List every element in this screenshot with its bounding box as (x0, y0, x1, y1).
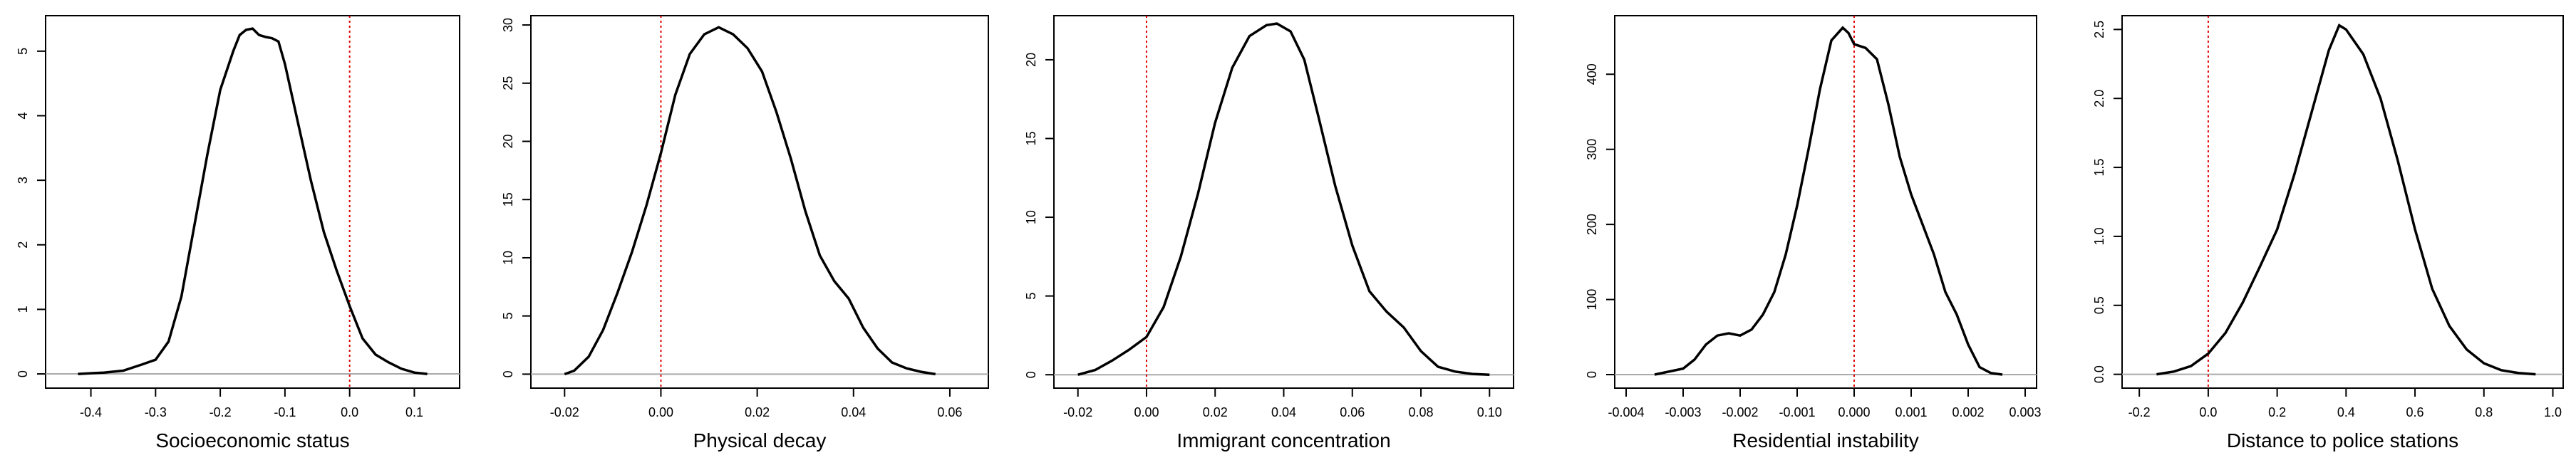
y-tick-label: 25 (501, 76, 515, 90)
plot-frame (1053, 15, 1514, 389)
y-tick-label: 15 (1024, 131, 1038, 145)
x-tick-label: -0.2 (2128, 405, 2151, 419)
y-tick-label: 3 (16, 177, 30, 184)
y-tick-label: 5 (16, 48, 30, 55)
x-tick-label: 0.06 (937, 405, 962, 419)
x-tick-label: 0.002 (1952, 405, 1984, 419)
y-tick-label: 4 (16, 112, 30, 119)
x-tick-label: -0.001 (1779, 405, 1815, 419)
x-tick-label: 0.02 (745, 405, 770, 419)
density-curve (1654, 26, 2003, 376)
y-tick-label: 5 (501, 313, 515, 320)
x-tick-label: 0.0 (2199, 405, 2217, 419)
density-panel-3: -0.02 0.00 0.02 0.04 0.06 0.08 0.10 0 5 10 15 20 Imm… (1024, 15, 1514, 451)
x-tick-label: 0.02 (1203, 405, 1228, 419)
x-tick-label: 0.003 (2009, 405, 2041, 419)
x-tick-label: -0.2 (210, 405, 232, 419)
y-tick-label: 5 (1024, 293, 1038, 300)
y-tick-label: 10 (501, 251, 515, 265)
y-tick-label: 1.5 (2092, 159, 2106, 177)
y-tick-label: 30 (501, 18, 515, 32)
plot-frame (45, 15, 460, 389)
y-tick-label: 1 (16, 306, 30, 313)
density-curve (564, 26, 936, 376)
density-panel-5: -0.2 0.0 0.2 0.4 0.6 0.8 1.0 0.0 0.5 1.0 1.5 2.0 2.5… (2092, 15, 2564, 451)
x-tick-label: 0.001 (1895, 405, 1927, 419)
plot-frame (2121, 15, 2564, 389)
density-curve (78, 27, 428, 375)
y-tick-label: 0 (501, 370, 515, 377)
y-tick-label: 400 (1585, 63, 1599, 85)
x-tick-label: 0.1 (405, 405, 423, 419)
y-tick-label: 2 (16, 241, 30, 249)
x-axis-label: Physical decay (693, 429, 827, 451)
plot-frame (1614, 15, 2037, 389)
x-tick-label: -0.4 (80, 405, 102, 419)
x-tick-label: 0.000 (1838, 405, 1870, 419)
x-tick-label: 0.00 (1134, 405, 1159, 419)
y-tick-label: 100 (1585, 289, 1599, 310)
x-tick-label: 0.2 (2268, 405, 2286, 419)
x-tick-label: 0.0 (341, 405, 358, 419)
y-tick-label: 0 (16, 370, 30, 377)
x-tick-label: -0.1 (274, 405, 296, 419)
density-curve (2156, 24, 2536, 376)
y-tick-label: 300 (1585, 139, 1599, 160)
density-panel-1: -0.4 -0.3 -0.2 -0.1 0.0 0.1 0 1 2 3 4 5 Socioeconomi… (16, 15, 460, 451)
y-tick-label: 0.5 (2092, 296, 2106, 314)
x-tick-label: -0.004 (1608, 405, 1644, 419)
x-axis-label: Immigrant concentration (1176, 429, 1390, 451)
x-tick-label: -0.02 (1063, 405, 1092, 419)
x-tick-label: 0.04 (841, 405, 866, 419)
y-tick-label: 1.0 (2092, 227, 2106, 245)
x-tick-label: 0.00 (648, 405, 673, 419)
x-axis-label: Residential instability (1732, 429, 1918, 451)
y-tick-label: 0 (1585, 371, 1599, 378)
x-tick-label: 0.06 (1340, 405, 1365, 419)
y-tick-label: 2.0 (2092, 90, 2106, 108)
y-tick-label: 20 (1024, 53, 1038, 67)
x-tick-label: 0.8 (2475, 405, 2493, 419)
y-tick-label: 200 (1585, 214, 1599, 235)
plot-frame (530, 15, 989, 389)
y-tick-label: 20 (501, 134, 515, 148)
x-axis-label: Socioeconomic status (155, 429, 349, 451)
x-tick-label: 0.04 (1271, 405, 1296, 419)
y-tick-label: 0.0 (2092, 365, 2106, 383)
y-tick-label: 2.5 (2092, 21, 2106, 38)
x-tick-label: -0.02 (550, 405, 579, 419)
density-panel-2: -0.02 0.00 0.02 0.04 0.06 0 5 10 15 20 25 30 Physica… (501, 15, 989, 451)
x-tick-label: 1.0 (2544, 405, 2562, 419)
x-tick-label: -0.3 (145, 405, 167, 419)
x-tick-label: -0.002 (1722, 405, 1758, 419)
x-tick-label: -0.003 (1665, 405, 1701, 419)
y-tick-label: 10 (1024, 210, 1038, 224)
x-tick-label: 0.08 (1409, 405, 1434, 419)
y-tick-label: 15 (501, 192, 515, 207)
x-tick-label: 0.4 (2337, 405, 2355, 419)
density-curve (1077, 22, 1490, 376)
x-tick-label: 0.6 (2406, 405, 2424, 419)
x-axis-label: Distance to police stations (2227, 429, 2458, 451)
density-panel-4: -0.004 -0.003 -0.002 -0.001 0.000 0.001 0.002 0… (1585, 15, 2042, 451)
x-tick-label: 0.10 (1477, 405, 1502, 419)
y-tick-label: 0 (1024, 371, 1038, 378)
